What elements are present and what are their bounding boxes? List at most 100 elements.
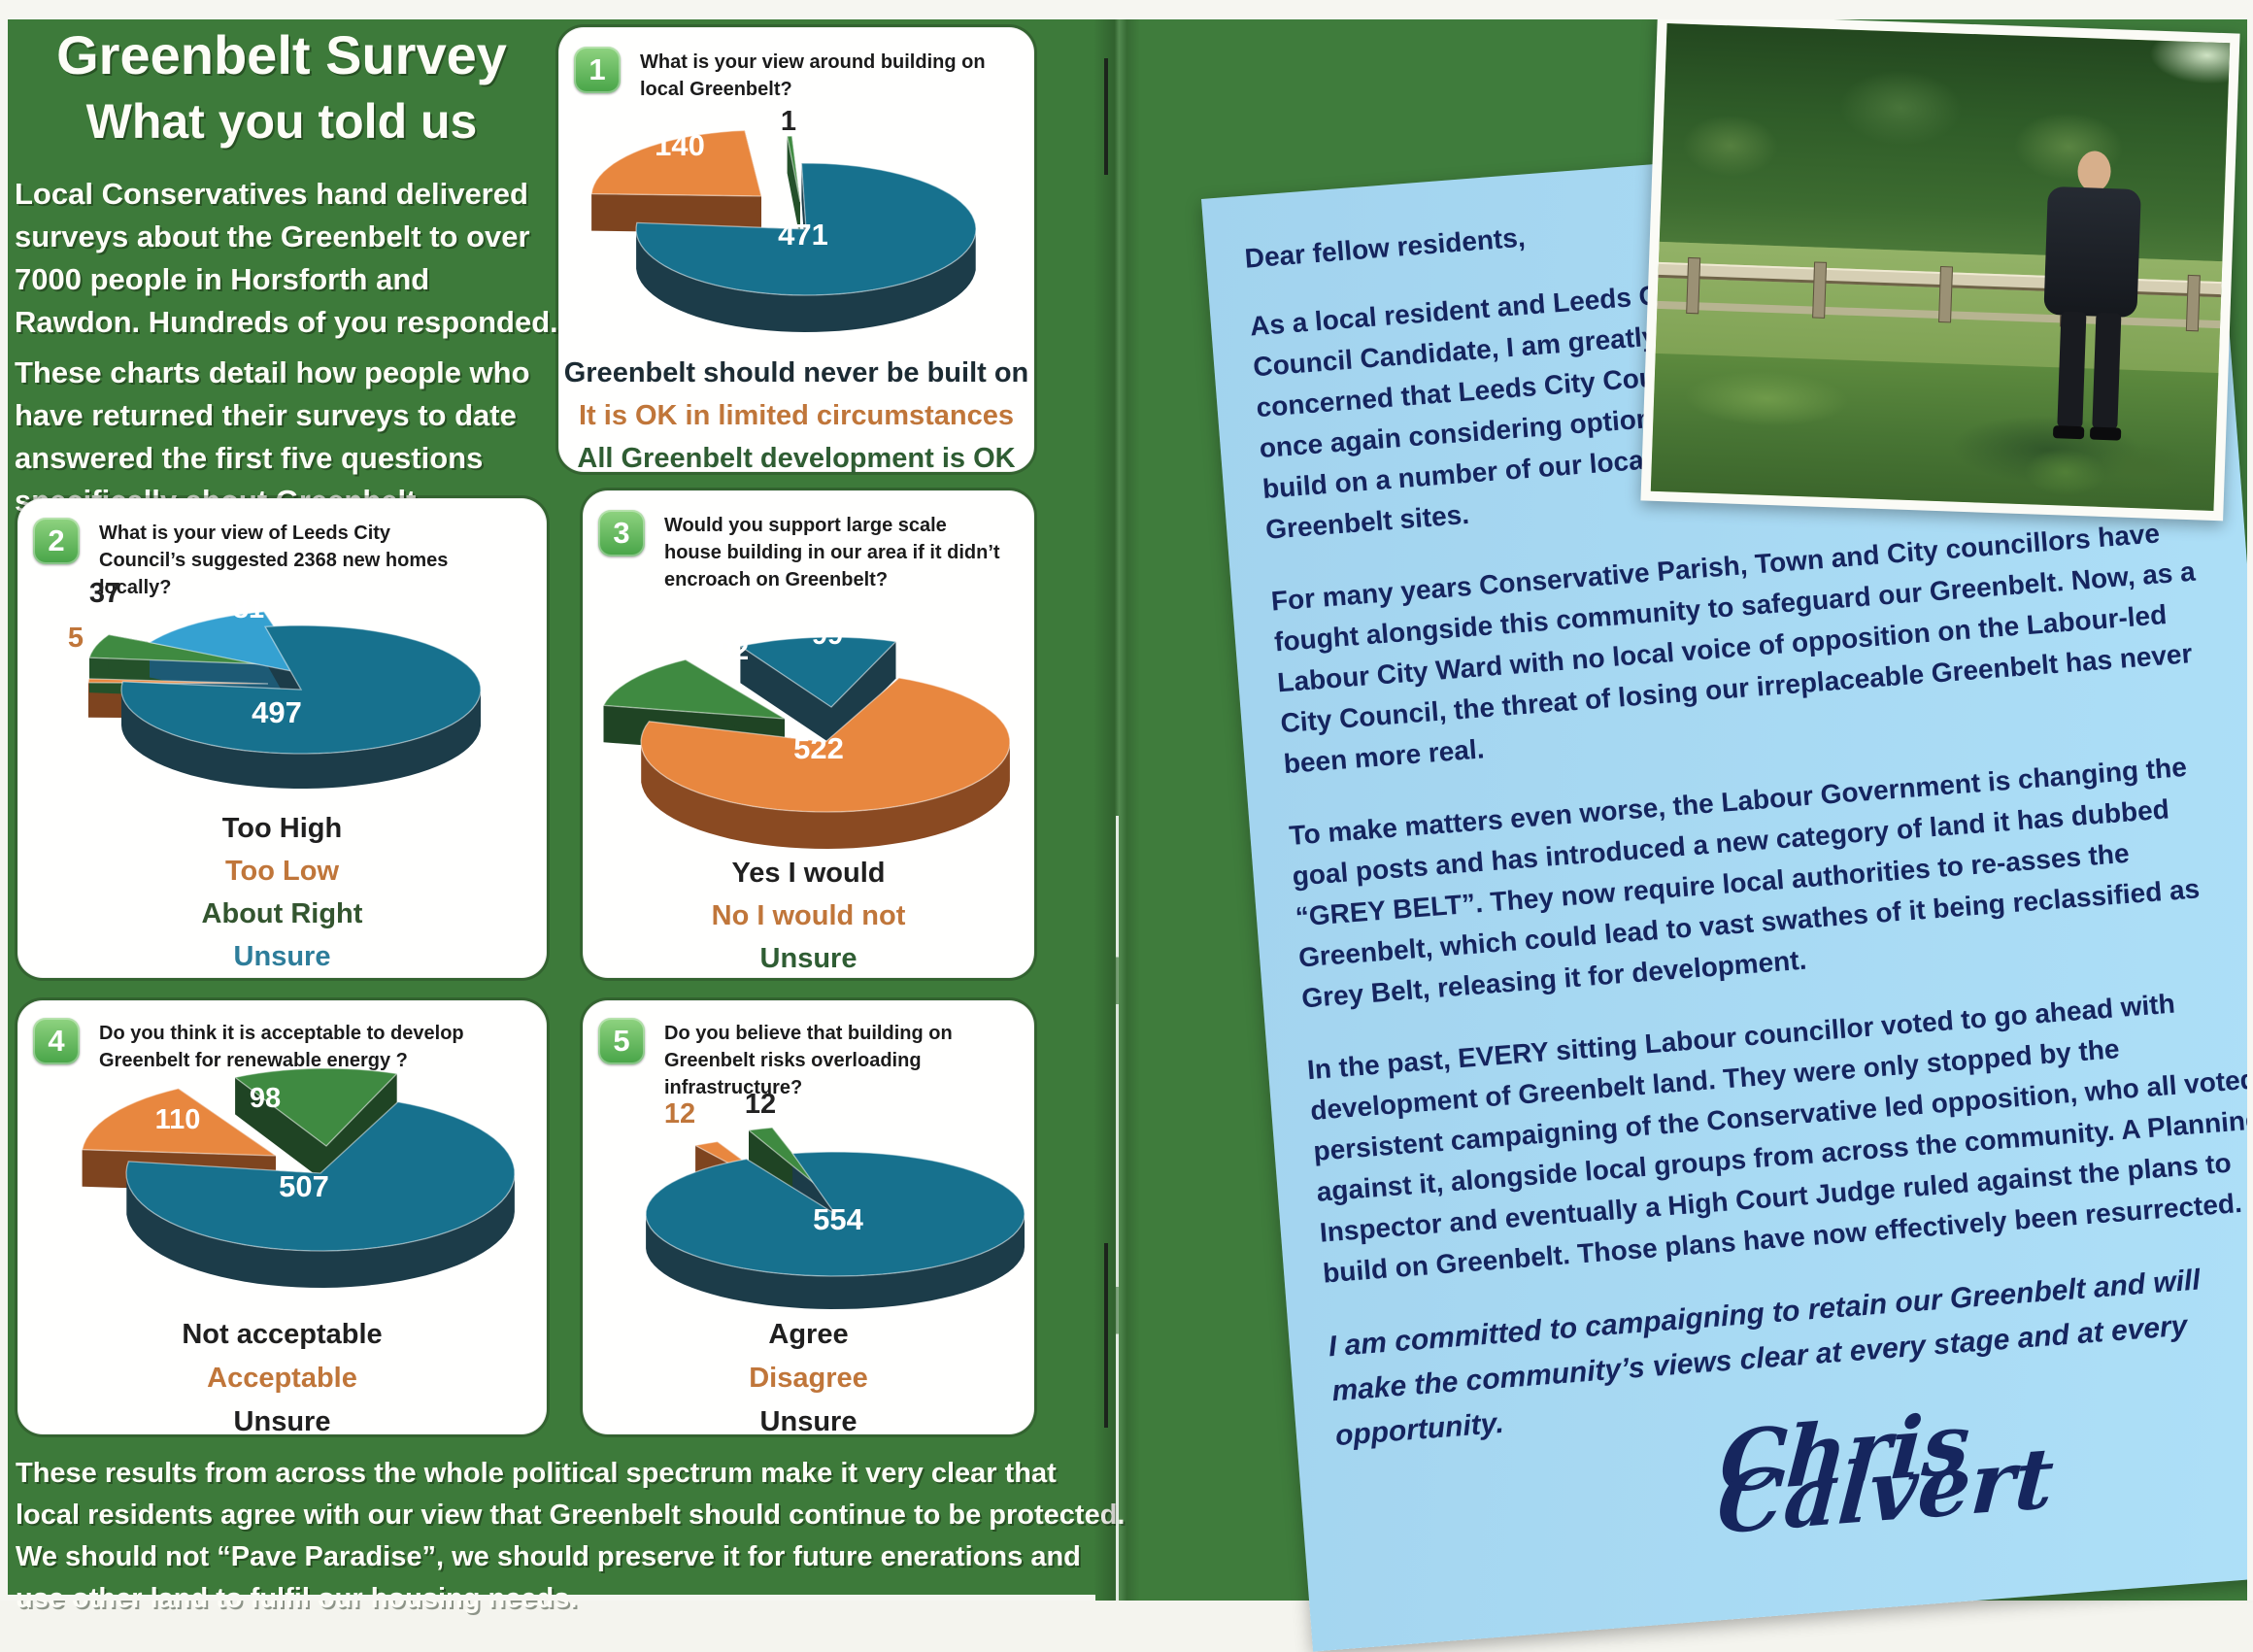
pie-slice [641,743,1010,849]
answer-key-q1: Greenbelt should never be built on It is… [558,352,1034,480]
fence-post [1686,256,1701,315]
photo-frame [1640,13,2240,522]
pie-chart-q2: 37 81 5 497 [68,578,482,789]
pie-slice [235,1077,326,1183]
pie-slice [645,1151,1026,1277]
fold-scratch-line [1116,816,1119,1601]
answer-label: Yes I would [731,858,886,889]
pie-value-label: 522 [793,731,844,765]
question-3-text: Would you support large scale house buil… [664,515,1000,590]
pie-chart-q3: 92 99 522 [602,620,1011,849]
pie-value-label: 12 [664,1098,695,1129]
answer-label: Not acceptable [182,1319,383,1350]
pie-value-label: 5 [68,623,84,654]
pie-slice [831,641,896,744]
scan-edge-top [0,0,2253,19]
answer-key-q4: Not acceptable Acceptable Unsure [17,1313,547,1444]
survey-card-q1: 1 What is your view around building on l… [558,27,1034,474]
intro-paragraph-2: These charts detail how people who have … [15,355,530,518]
intro-paragraph-1: Local Conservatives hand delivered surve… [15,177,558,339]
question-1-badge: 1 [574,47,621,93]
greenbelt-field-photo [1650,23,2231,511]
pie-slice [646,1214,1025,1309]
scan-edge-bottom [0,1595,1095,1601]
pie-value-label: 92 [718,635,749,666]
answer-label: All Greenbelt development is OK [577,443,1016,474]
man-head [2076,150,2112,193]
pie-value-label: 471 [778,218,828,252]
answer-label: Too Low [224,856,340,887]
scan-edge-left [0,0,8,1601]
pie-slice [81,1088,279,1157]
answer-label: Unsure [233,941,331,972]
answer-label: It is OK in limited circumstances [578,400,1015,431]
pie-value-label: 99 [812,620,843,651]
pie-slice [591,193,761,233]
trees [1659,23,2231,262]
pie-value-label: 140 [655,128,705,162]
answer-label: Too High [221,813,343,844]
scan-edge-right [2247,0,2253,1601]
question-4-badge: 4 [33,1018,80,1064]
answer-label: Unsure [759,1406,857,1437]
pie-value-label: 37 [89,578,120,609]
man-leg [2057,311,2087,429]
grass-tuft [2005,420,2203,511]
page-title-line2: What you told us [85,94,478,149]
letter-paragraph: In the past, EVERY sitting Labour counci… [1305,988,2253,1289]
question-2-text: What is your view of Leeds City Council’… [99,523,449,598]
answer-label: Disagree [749,1363,868,1394]
staple-mark [1104,58,1108,175]
pie-slice [738,636,897,708]
letter-paragraph: To make matters even worse, the Labour G… [1288,751,2202,1014]
pie-slice [635,162,977,296]
pie-value-label: 98 [250,1083,281,1114]
pie-value-label: 497 [252,695,302,729]
letter-paragraph: For many years Conservative Parish, Town… [1269,518,2197,780]
pie-slice [640,677,1011,813]
pie-value-label: 81 [233,593,264,624]
answer-label: Unsure [233,1406,331,1437]
pie-chart-q4: 110 98 507 [81,1067,516,1288]
pie-chart-q1: 140 1 471 [590,106,977,332]
man-leg [2092,312,2122,430]
pie-value-label: 12 [745,1089,776,1120]
pie-slice [233,1067,399,1147]
pie-chart-q5: 12 12 554 [645,1089,1026,1309]
answer-label: No I would not [711,900,906,931]
question-4-text: Do you think it is acceptable to develop… [99,1023,464,1071]
pie-slice [786,135,801,203]
survey-card-q4: 4 Do you think it is acceptable to devel… [17,1000,547,1437]
question-5-badge: 5 [598,1018,645,1064]
answer-label: Unsure [759,943,857,974]
survey-card-q5: 5 Do you believe that building on Greenb… [583,1000,1034,1437]
answer-key-q5: Agree Disagree Unsure [583,1313,1034,1444]
fence-post [1938,266,1954,323]
pie-slice [636,231,976,332]
man-figure [2038,150,2142,455]
survey-card-q2: 2 What is your view of Leeds City Counci… [17,498,547,978]
pie-slice [787,136,800,239]
question-5-text: Do you believe that building on Greenbel… [664,1023,953,1098]
answer-label: Greenbelt should never be built on [563,357,1029,388]
answer-key-q3: Yes I would No I would not Unsure [583,852,1034,980]
pie-slice [602,658,786,720]
pie-value-label: 507 [279,1169,329,1203]
pie-slice [126,1174,515,1288]
signature: Chris Calvert [1714,1394,2057,1554]
pie-value-label: 1 [781,106,796,137]
fence-post [1812,261,1828,319]
pie-slice [740,646,831,744]
page-title-line1: Greenbelt Survey [56,24,507,85]
answer-label: About Right [201,898,363,929]
pie-slice [120,624,482,755]
pie-slice [121,690,481,789]
staple-mark [1104,1243,1108,1428]
question-2-badge: 2 [33,518,80,564]
pie-slice [590,129,762,197]
question-1-text: What is your view around building on loc… [640,51,986,100]
man-jacket [2043,185,2141,319]
pie-value-label: 554 [813,1202,863,1236]
fence-post [2185,274,2201,332]
